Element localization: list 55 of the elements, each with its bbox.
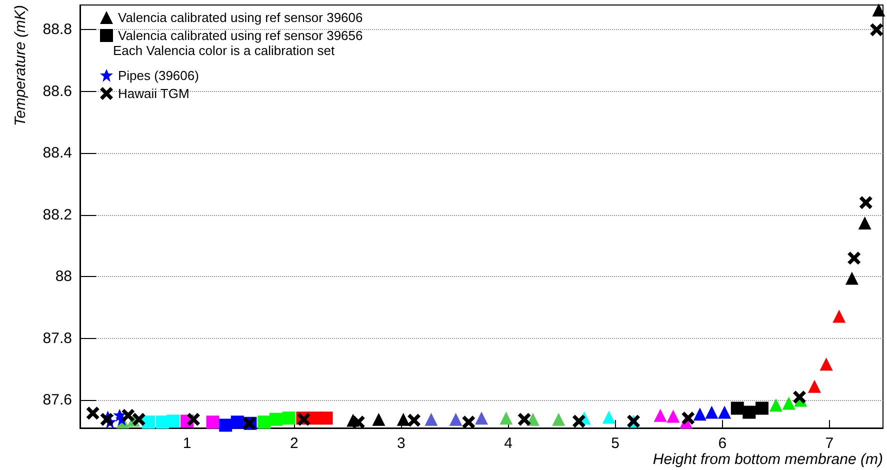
x-tick-label: 7	[825, 435, 834, 452]
x-tick-label: 5	[611, 435, 620, 452]
point	[792, 390, 806, 404]
x-tick-label: 6	[718, 435, 727, 452]
point	[408, 414, 421, 427]
point	[269, 412, 282, 426]
legend-label: Hawaii TGM	[118, 86, 190, 101]
point	[518, 412, 531, 426]
y-tick-label: 88.8	[42, 21, 72, 38]
x-tick-label: 1	[182, 435, 192, 452]
point	[782, 396, 796, 410]
point	[396, 412, 410, 426]
y-tick-label: 87.6	[42, 392, 72, 409]
point	[282, 412, 296, 425]
y-tick-label: 87.8	[42, 330, 72, 347]
point	[682, 412, 695, 425]
point	[475, 412, 488, 425]
point	[572, 414, 586, 428]
x-tick-label: 2	[290, 435, 298, 452]
point	[449, 412, 462, 426]
point	[462, 416, 476, 429]
point	[186, 412, 200, 426]
legend-label: Pipes (39606)	[118, 68, 199, 83]
x-tick-label: 3	[397, 435, 406, 452]
point	[859, 196, 872, 210]
point	[848, 252, 861, 265]
y-tick-label: 88.2	[42, 206, 72, 224]
point	[258, 416, 271, 429]
point	[166, 414, 180, 428]
point	[86, 406, 100, 420]
y-tick-label: 88.6	[42, 82, 72, 100]
point	[870, 23, 884, 36]
point	[552, 412, 566, 426]
point	[352, 416, 365, 429]
legend-label: Valencia calibrated using ref sensor 39606	[118, 10, 363, 25]
point	[206, 416, 220, 429]
x-axis-title: Height from bottom membrane (m)	[652, 451, 883, 468]
point	[122, 408, 135, 422]
point	[872, 3, 886, 16]
point	[666, 410, 680, 423]
point	[500, 412, 513, 425]
annotation: Each Valencia color is a calibration set	[113, 43, 335, 58]
point	[424, 412, 438, 426]
x-tick-label: 4	[504, 435, 512, 452]
point	[769, 398, 782, 412]
point	[845, 272, 858, 285]
point	[132, 412, 146, 426]
point	[372, 412, 386, 426]
point	[654, 408, 667, 422]
legend-label: Valencia calibrated using ref sensor 39656	[118, 28, 363, 43]
y-tick-label: 88	[55, 268, 72, 286]
y-tick-label: 88.4	[42, 144, 72, 162]
y-axis-title: Temperature (mK)	[12, 5, 29, 126]
point	[858, 216, 872, 230]
point	[320, 412, 333, 425]
